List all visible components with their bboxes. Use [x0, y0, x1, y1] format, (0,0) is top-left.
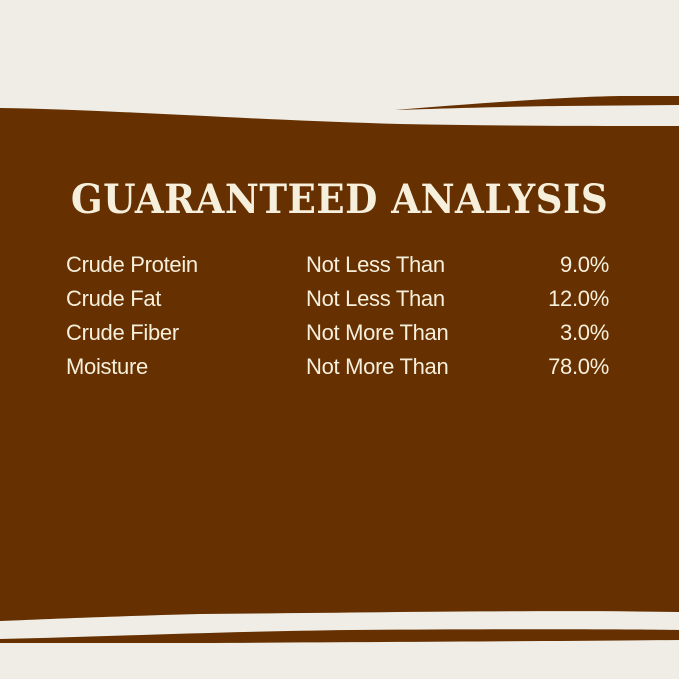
bottom-strip	[0, 629, 679, 643]
value: 3.0%	[560, 320, 609, 345]
qualifier: Not More Than	[306, 354, 449, 379]
value: 9.0%	[560, 252, 609, 277]
nutrient-name: Crude Fiber	[66, 320, 179, 345]
nutrient-name: Moisture	[66, 354, 148, 379]
nutrient-name: Crude Fat	[66, 286, 162, 311]
top-sliver	[395, 96, 679, 110]
main-band	[0, 108, 679, 621]
qualifier: Not Less Than	[306, 286, 445, 311]
table-row: Moisture Not More Than 78.0%	[66, 354, 626, 388]
qualifier: Not More Than	[306, 320, 449, 345]
table-row: Crude Fiber Not More Than 3.0%	[66, 320, 626, 354]
value: 78.0%	[548, 354, 609, 379]
table-row: Crude Protein Not Less Than 9.0%	[66, 252, 626, 286]
nutrient-name: Crude Protein	[66, 252, 198, 277]
table-row: Crude Fat Not Less Than 12.0%	[66, 286, 626, 320]
page-title: GUARANTEED ANALYSIS	[70, 176, 609, 223]
value: 12.0%	[548, 286, 609, 311]
qualifier: Not Less Than	[306, 252, 445, 277]
analysis-table: Crude Protein Not Less Than 9.0% Crude F…	[66, 252, 626, 388]
